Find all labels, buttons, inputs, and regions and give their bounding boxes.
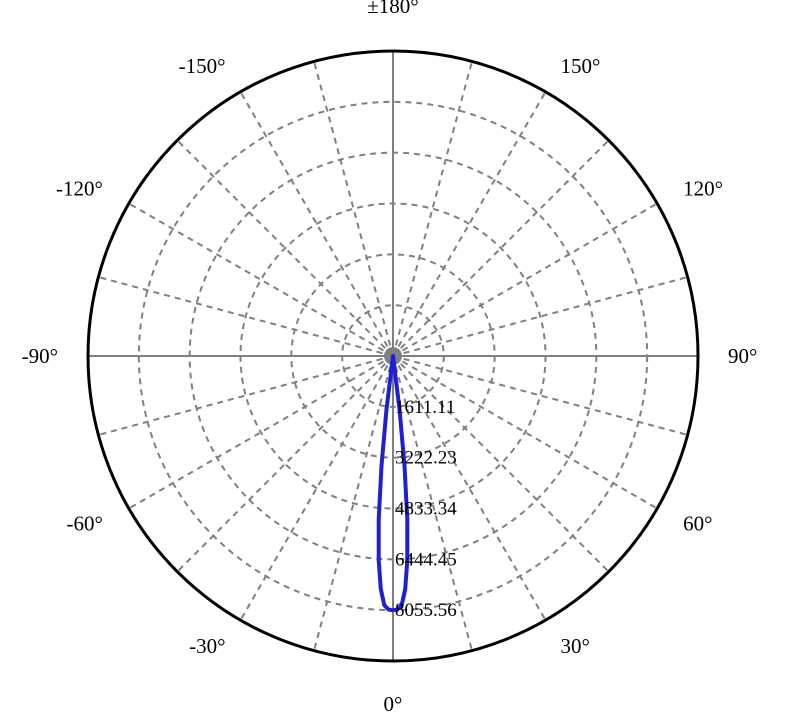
polar-chart: 1611.11 3222.23 4833.34 6444.45 8055.56 0° 30°… [0,0,787,713]
radial-label: 8055.56 [395,600,457,621]
angle-label: 0° [384,692,403,713]
radial-label: 1611.11 [395,397,455,418]
angle-label: 120° [683,177,723,201]
angle-label: 150° [561,54,601,78]
radial-label: 4833.34 [395,499,457,520]
angle-label: -90° [22,344,58,368]
polar-svg: 1611.11 3222.23 4833.34 6444.45 8055.56 0° 30°… [0,0,787,713]
angle-label: -60° [66,512,102,536]
radial-label: 6444.45 [395,549,457,570]
angle-label: -150° [179,54,226,78]
angle-label: -30° [189,634,225,658]
angle-label: ±180° [367,0,418,18]
radial-label: 3222.23 [395,448,457,469]
angle-label: 60° [683,512,712,536]
angle-label: 30° [561,634,590,658]
angle-label: 90° [728,344,757,368]
angle-label: -120° [56,177,103,201]
